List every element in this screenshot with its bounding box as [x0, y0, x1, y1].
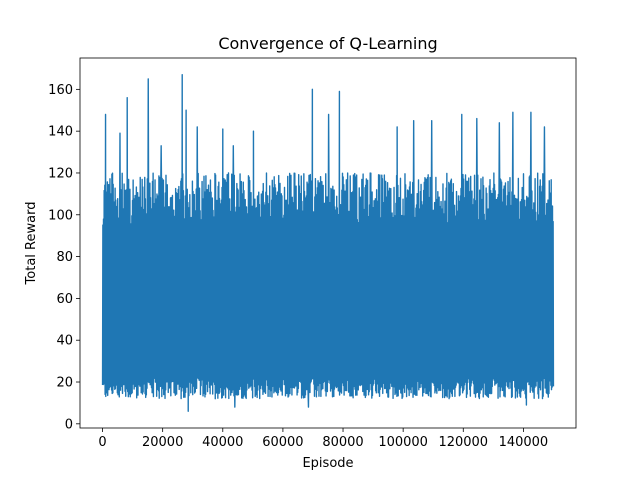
series-path	[101, 74, 555, 412]
x-tick-label: 120000	[438, 435, 488, 450]
y-tick-label: 0	[65, 417, 73, 432]
plot-frame	[79, 57, 577, 429]
y-tick-label: 160	[48, 83, 73, 98]
series-line	[101, 74, 555, 412]
y-tick-label: 140	[48, 125, 73, 140]
y-tick-label: 120	[48, 166, 73, 181]
y-axis-title: Total Reward	[24, 202, 39, 286]
x-tick-label: 100000	[378, 435, 428, 450]
x-tick-label: 60000	[262, 435, 303, 450]
x-tick-label: 0	[98, 435, 106, 450]
x-tick-label: 40000	[202, 435, 243, 450]
x-tick-label: 20000	[142, 435, 183, 450]
x-tick-label: 140000	[499, 435, 549, 450]
y-tick-label: 100	[48, 208, 73, 223]
x-tick-label: 80000	[322, 435, 363, 450]
y-axis: 0 20 40 60 80 100 120 140 160	[48, 83, 80, 432]
x-axis: 0 20000 40000 60000 80000 100000 120000 140000	[98, 428, 548, 450]
x-axis-title: Episode	[302, 456, 353, 471]
y-tick-label: 80	[56, 250, 73, 265]
y-tick-label: 20	[56, 376, 73, 391]
chart-title: Convergence of Q-Learning	[218, 34, 437, 53]
y-tick-label: 60	[56, 292, 73, 307]
y-tick-label: 40	[56, 334, 73, 349]
